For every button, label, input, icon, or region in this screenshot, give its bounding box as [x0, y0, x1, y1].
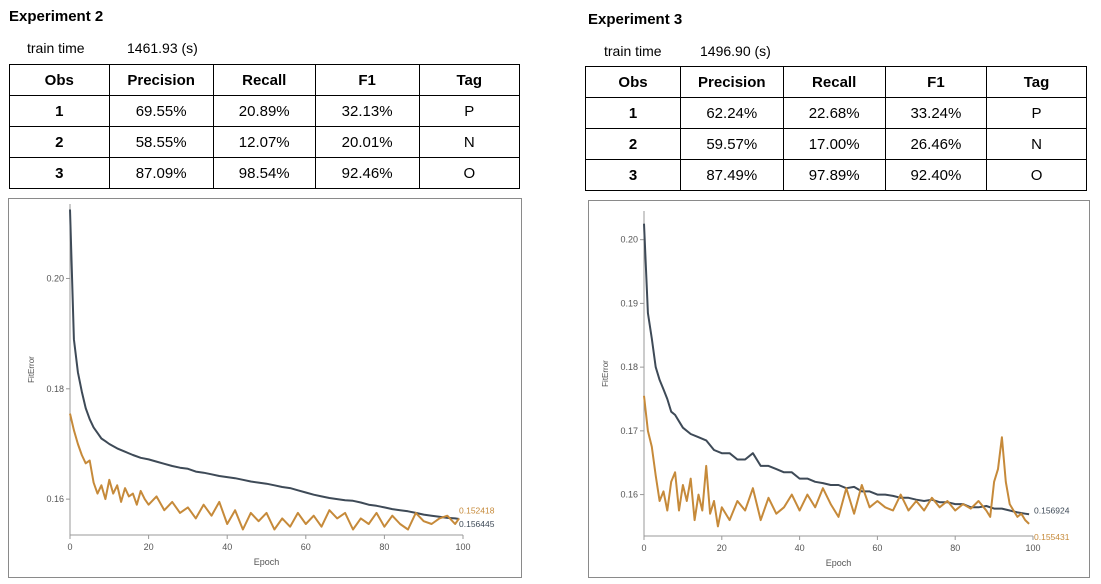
y-tick-label: 0.16 — [46, 494, 64, 504]
series-end-label: 0.156924 — [1034, 505, 1070, 515]
series-line-1 — [69, 209, 460, 520]
y-tick-label: 0.18 — [620, 362, 638, 372]
col-tag: Tag — [418, 64, 521, 96]
experiment-2-chart: 0 20 40 60 80 100 0.16 0.18 0.20 Epoch FitError 0.1… — [8, 198, 522, 578]
x-tick-label: 60 — [872, 543, 882, 553]
experiment-3-chart-svg: 0 20 40 60 80 100 0.16 0.17 0.18 0.19 0.20 Epoch Fit… — [601, 211, 1070, 568]
col-obs: Obs — [9, 64, 110, 96]
cell-tag: P — [418, 95, 521, 127]
col-tag: Tag — [986, 66, 1087, 98]
x-tick-label: 40 — [795, 543, 805, 553]
y-tick-label: 0.16 — [620, 490, 638, 500]
x-tick-label: 100 — [1025, 543, 1040, 553]
cell-tag: N — [986, 128, 1087, 160]
cell-precision: 62.24% — [680, 97, 784, 129]
series-line-2 — [643, 395, 1030, 528]
y-tick-label: 0.20 — [46, 273, 64, 283]
x-tick-label: 0 — [641, 543, 646, 553]
cell-recall: 12.07% — [212, 126, 316, 158]
col-f1: F1 — [884, 66, 988, 98]
y-tick-label: 0.17 — [620, 426, 638, 436]
col-precision: Precision — [108, 64, 214, 96]
table-row: 2 58.55% 12.07% 20.01% N — [9, 126, 521, 158]
experiment-2-metrics-table: Obs Precision Recall F1 Tag 1 69.55% 20.… — [9, 64, 521, 189]
cell-tag: O — [418, 157, 521, 189]
cell-recall: 98.54% — [212, 157, 316, 189]
x-axis-label: Epoch — [826, 558, 852, 568]
train-time-value: 1496.90 (s) — [700, 43, 771, 59]
cell-f1: 26.46% — [884, 128, 988, 160]
col-recall: Recall — [212, 64, 316, 96]
cell-tag: N — [418, 126, 521, 158]
experiment-3-title: Experiment 3 — [588, 11, 683, 28]
x-tick-label: 20 — [717, 543, 727, 553]
cell-recall: 20.89% — [212, 95, 316, 127]
cell-precision: 87.09% — [108, 157, 214, 189]
y-axis-label: FitError — [27, 356, 36, 383]
y-tick-label: 0.19 — [620, 298, 638, 308]
cell-obs: 1 — [584, 97, 682, 129]
experiment-3-metrics-table: Obs Precision Recall F1 Tag 1 62.24% 22.… — [584, 66, 1087, 191]
series-end-label: 0.156445 — [459, 519, 495, 529]
cell-f1: 33.24% — [884, 97, 988, 129]
cell-precision: 59.57% — [680, 128, 784, 160]
cell-recall: 97.89% — [782, 159, 886, 191]
cell-recall: 17.00% — [782, 128, 886, 160]
series-line-1 — [643, 223, 1030, 516]
x-tick-label: 80 — [950, 543, 960, 553]
cell-obs: 2 — [9, 126, 110, 158]
table-row: 1 62.24% 22.68% 33.24% P — [584, 97, 1087, 129]
cell-f1: 32.13% — [314, 95, 420, 127]
col-f1: F1 — [314, 64, 420, 96]
series-end-label: 0.155431 — [1034, 532, 1070, 542]
x-axis-label: Epoch — [254, 557, 280, 567]
train-time-value: 1461.93 (s) — [127, 40, 198, 56]
cell-obs: 2 — [584, 128, 682, 160]
cell-obs: 3 — [584, 159, 682, 191]
table-header-row: Obs Precision Recall F1 Tag — [9, 64, 521, 96]
table-row: 2 59.57% 17.00% 26.46% N — [584, 128, 1087, 160]
cell-tag: O — [986, 159, 1087, 191]
cell-f1: 20.01% — [314, 126, 420, 158]
cell-f1: 92.46% — [314, 157, 420, 189]
x-tick-label: 80 — [379, 542, 389, 552]
train-time-label: train time — [27, 40, 85, 56]
cell-obs: 1 — [9, 95, 110, 127]
col-precision: Precision — [680, 66, 784, 98]
cell-f1: 92.40% — [884, 159, 988, 191]
table-row: 3 87.09% 98.54% 92.46% O — [9, 157, 521, 189]
experiment-2-chart-svg: 0 20 40 60 80 100 0.16 0.18 0.20 Epoch FitError 0.1… — [27, 204, 495, 567]
series-line-2 — [69, 413, 460, 531]
y-tick-label: 0.20 — [620, 235, 638, 245]
series-end-label: 0.152418 — [459, 505, 495, 515]
cell-obs: 3 — [9, 157, 110, 189]
cell-precision: 87.49% — [680, 159, 784, 191]
col-obs: Obs — [584, 66, 682, 98]
x-tick-label: 60 — [301, 542, 311, 552]
x-tick-label: 40 — [222, 542, 232, 552]
table-row: 1 69.55% 20.89% 32.13% P — [9, 95, 521, 127]
table-header-row: Obs Precision Recall F1 Tag — [584, 66, 1087, 98]
x-tick-label: 0 — [67, 542, 72, 552]
train-time-label: train time — [604, 43, 662, 59]
y-tick-label: 0.18 — [46, 384, 64, 394]
cell-precision: 58.55% — [108, 126, 214, 158]
experiment-3-chart: 0 20 40 60 80 100 0.16 0.17 0.18 0.19 0.20 Epoch Fit… — [588, 200, 1090, 578]
cell-tag: P — [986, 97, 1087, 129]
table-row: 3 87.49% 97.89% 92.40% O — [584, 159, 1087, 191]
col-recall: Recall — [782, 66, 886, 98]
experiment-2-title: Experiment 2 — [9, 8, 104, 25]
x-tick-label: 100 — [455, 542, 470, 552]
x-tick-label: 20 — [144, 542, 154, 552]
cell-precision: 69.55% — [108, 95, 214, 127]
cell-recall: 22.68% — [782, 97, 886, 129]
y-axis-label: FitError — [601, 360, 610, 387]
